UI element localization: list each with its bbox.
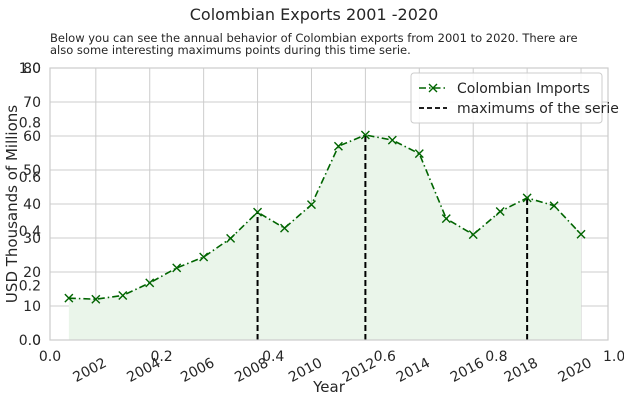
legend-maximums-label: maximums of the serie <box>457 101 619 117</box>
plot-frame <box>49 67 609 341</box>
overlay-y-tick-label: 0.8 <box>19 115 41 131</box>
y-tick-label: 30 <box>23 231 41 247</box>
data-point-marker <box>333 141 343 151</box>
overlay-y-tick-label: 0.4 <box>19 224 41 240</box>
y-tick-label: 80 <box>23 61 41 77</box>
y-tick-label: 40 <box>23 197 41 213</box>
data-point-marker <box>387 135 397 145</box>
data-point-marker <box>441 214 451 224</box>
data-point-marker <box>414 149 424 159</box>
data-point-marker <box>199 252 209 262</box>
y-tick-label: 0 <box>32 333 41 349</box>
overlay-y-tick-label: 0.6 <box>19 170 41 186</box>
data-point-marker <box>253 207 263 217</box>
data-point-marker <box>576 229 586 239</box>
y-tick-label: 20 <box>23 265 41 281</box>
legend: Colombian Imports maximums of the serie <box>410 72 619 124</box>
data-point-marker <box>64 293 74 303</box>
y-tick-label: 50 <box>23 163 41 179</box>
overlay-x-tick-label: 0.0 <box>39 349 61 365</box>
series-area <box>68 134 582 340</box>
data-point-marker <box>306 200 316 210</box>
y-tick-label: 10 <box>23 299 41 315</box>
data-point-marker <box>468 230 478 240</box>
legend-box <box>410 72 603 124</box>
overlay-x-tick-label: 0.8 <box>485 349 507 365</box>
chart-title: Colombian Exports 2001 -2020 <box>190 5 439 24</box>
data-point-marker <box>280 223 290 233</box>
overlay-x-tick-label: 0.4 <box>262 349 284 365</box>
data-point-marker <box>360 130 370 140</box>
data-point-marker <box>522 193 532 203</box>
chart-description-line-1: Below you can see the annual behavior of… <box>50 31 578 45</box>
series-layer <box>68 134 582 301</box>
overlay-x-tick-label: 1.0 <box>603 349 624 365</box>
overlay-y-tick-label: 0.2 <box>19 279 41 295</box>
overlay-x-tick-label: 0.6 <box>374 349 396 365</box>
x-tick-label: 2014 <box>394 355 433 386</box>
legend-series-marker-icon <box>428 83 438 93</box>
data-point-marker <box>495 206 505 216</box>
series-markers <box>64 130 586 304</box>
x-tick-label: 2020 <box>556 355 595 386</box>
data-point-marker <box>145 278 155 288</box>
data-point-marker <box>91 294 101 304</box>
chart-description-line-2: also some interesting maximums points du… <box>50 43 411 57</box>
x-tick-label: 2006 <box>178 355 217 386</box>
series-line <box>68 134 582 301</box>
x-axis-label: Year <box>312 378 346 396</box>
data-point-marker <box>172 263 182 273</box>
maximum-lines <box>256 134 529 340</box>
area-layer <box>68 134 582 340</box>
overlay-x-tick-label: 0.2 <box>150 349 172 365</box>
data-point-marker <box>549 201 559 211</box>
legend-series-label: Colombian Imports <box>457 81 590 97</box>
y-tick-label: 70 <box>23 95 41 111</box>
y-axis-label: USD Thousands of Millions <box>3 105 21 303</box>
y-tick-label: 60 <box>23 129 41 145</box>
x-tick-label: 2016 <box>448 355 487 386</box>
x-tick-label: 2018 <box>502 355 541 386</box>
x-tick-label: 2002 <box>70 355 109 386</box>
data-point-marker <box>118 290 128 300</box>
overlay-y-tick-label: 0.0 <box>19 333 41 349</box>
overlay-y-tick-label: 1.0 <box>19 61 41 77</box>
data-point-marker <box>226 233 236 243</box>
